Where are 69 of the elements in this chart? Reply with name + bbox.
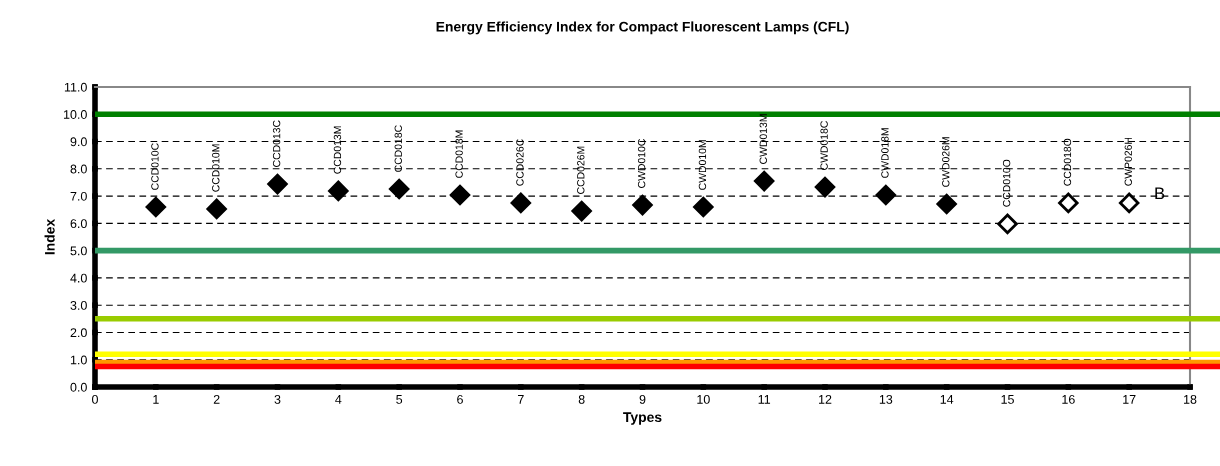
point bbox=[449, 184, 471, 206]
annotation: CWD026M bbox=[942, 137, 950, 187]
point bbox=[1118, 192, 1140, 214]
x-tick-label: 17 bbox=[1123, 395, 1136, 404]
chart-title: Energy Efficiency Index for Compact Fluorescent Lamps (CFL) bbox=[436, 21, 849, 35]
x-axis-title: Types bbox=[623, 412, 662, 425]
annotation: CCD010O bbox=[1002, 159, 1011, 207]
x-tick-label: 2 bbox=[213, 394, 220, 404]
x-tick-label: 0 bbox=[92, 394, 98, 404]
y-tick-label: 7.0 bbox=[70, 191, 87, 201]
point bbox=[267, 173, 288, 195]
x-tick-label: 15 bbox=[1001, 395, 1014, 404]
point bbox=[632, 194, 653, 216]
y-tick-label: 8.0 bbox=[70, 164, 87, 174]
point bbox=[145, 196, 167, 218]
x-tick-label: 16 bbox=[1062, 394, 1075, 404]
point bbox=[388, 178, 410, 200]
point bbox=[1058, 192, 1079, 214]
annotation: CCD013M bbox=[333, 126, 342, 174]
x-tick-label: 3 bbox=[274, 394, 281, 404]
annotation: CWD010C bbox=[637, 139, 646, 188]
y-tick-label: 4.0 bbox=[70, 273, 87, 283]
point bbox=[875, 184, 897, 206]
point bbox=[753, 170, 775, 192]
x-tick-label: 13 bbox=[879, 394, 893, 404]
annotation: B bbox=[1155, 187, 1165, 200]
x-tick-label: 9 bbox=[639, 394, 646, 404]
annotation: CWD018C bbox=[820, 121, 828, 170]
annotation: CCD018M bbox=[455, 130, 463, 178]
annotation: CWP026H bbox=[1124, 137, 1132, 186]
x-tick-label: 1 bbox=[153, 395, 159, 404]
annotation: CCD026M bbox=[577, 146, 585, 194]
y-tick-label: 1.0 bbox=[70, 355, 87, 365]
point bbox=[510, 192, 532, 214]
point bbox=[693, 196, 714, 218]
point bbox=[571, 200, 592, 222]
x-tick-label: 8 bbox=[578, 394, 585, 404]
annotation: CCD018C bbox=[394, 125, 402, 172]
x-tick-label: 7 bbox=[518, 395, 524, 404]
annotation: CCD026C bbox=[516, 139, 524, 186]
annotation: CCD013C bbox=[272, 120, 281, 167]
point bbox=[206, 198, 227, 220]
x-tick-label: 4 bbox=[335, 395, 342, 404]
y-tick-label: 2.0 bbox=[70, 328, 87, 338]
x-tick-label: 14 bbox=[940, 395, 954, 404]
y-tick-label: 6.0 bbox=[70, 219, 87, 229]
y-tick-label: 3.0 bbox=[70, 300, 87, 310]
x-tick-label: 6 bbox=[457, 394, 463, 404]
y-tick-label: 10.0 bbox=[63, 110, 87, 119]
point bbox=[814, 176, 836, 198]
x-tick-label: 5 bbox=[396, 395, 403, 404]
annotation: CCD010C bbox=[151, 143, 159, 190]
annotation: CWD013M bbox=[759, 114, 767, 164]
y-tick-label: 11.0 bbox=[64, 82, 87, 92]
y-axis-title: Index bbox=[44, 218, 55, 255]
x-tick-label: 18 bbox=[1184, 394, 1197, 404]
point bbox=[997, 213, 1018, 235]
x-tick-label: 11 bbox=[758, 395, 771, 404]
annotation: CCD010M bbox=[212, 144, 220, 192]
point bbox=[936, 193, 957, 215]
annotation: CWD010M bbox=[698, 140, 707, 190]
x-tick-label: 10 bbox=[697, 394, 710, 404]
x-tick-label: 12 bbox=[819, 394, 832, 404]
point bbox=[328, 180, 349, 202]
y-tick-label: 5.0 bbox=[70, 246, 87, 256]
y-tick-label: 9.0 bbox=[70, 137, 87, 147]
y-tick-label: 0.0 bbox=[70, 382, 87, 392]
annotation: CCD018O bbox=[1063, 138, 1072, 186]
annotation: CWD018M bbox=[881, 128, 889, 178]
